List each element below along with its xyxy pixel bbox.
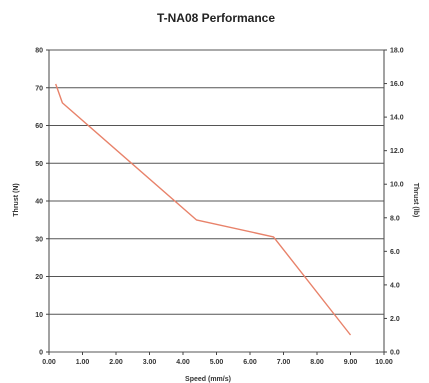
plot-area bbox=[55, 83, 352, 336]
x-tick-label: 6.00 bbox=[243, 359, 257, 366]
y2-tick-label: 16.0 bbox=[390, 81, 404, 88]
chart-title: T-NA08 Performance bbox=[157, 11, 275, 25]
x-tick-label: 4.00 bbox=[176, 359, 190, 366]
x-tick-label: 9.00 bbox=[344, 359, 358, 366]
grid-lines bbox=[46, 49, 387, 355]
x-tick-label: 8.00 bbox=[310, 359, 324, 366]
x-tick-label: 0.00 bbox=[42, 359, 56, 366]
x-tick-label: 5.00 bbox=[210, 359, 224, 366]
x-tick-label: 1.00 bbox=[76, 359, 90, 366]
y-tick-label: 0 bbox=[39, 350, 43, 357]
y-tick-label: 50 bbox=[35, 161, 43, 168]
y2-tick-label: 8.0 bbox=[390, 215, 400, 222]
y-tick-label: 30 bbox=[35, 236, 43, 243]
x-tick-label: 7.00 bbox=[277, 359, 291, 366]
y-tick-label: 60 bbox=[35, 123, 43, 130]
y-tick-label: 80 bbox=[35, 48, 43, 55]
y2-tick-label: 4.0 bbox=[390, 282, 400, 289]
y2-tick-label: 10.0 bbox=[390, 182, 404, 189]
y2-tick-label: 18.0 bbox=[390, 48, 404, 55]
y-tick-label: 10 bbox=[35, 312, 43, 319]
x-tick-label: 10.00 bbox=[375, 359, 393, 366]
y2-tick-label: 12.0 bbox=[390, 148, 404, 155]
y-tick-label: 70 bbox=[35, 85, 43, 92]
x-axis-label: Speed (mm/s) bbox=[185, 376, 231, 383]
x-tick-label: 2.00 bbox=[109, 359, 123, 366]
y-axis-label-left: Thrust (N) bbox=[13, 183, 20, 216]
y2-tick-label: 14.0 bbox=[390, 115, 404, 122]
y-tick-label: 20 bbox=[35, 274, 43, 281]
tick-labels: 0 10 20 30 40 50 60 70 80 0.0 2.0 4.0 6.0 8.0 10.0 12.0… bbox=[35, 48, 404, 367]
y2-tick-label: 2.0 bbox=[390, 316, 400, 323]
y2-tick-label: 0.0 bbox=[390, 350, 400, 357]
y-axis-label-right: Thrust (lb) bbox=[412, 183, 419, 218]
y2-tick-label: 6.0 bbox=[390, 249, 400, 256]
y-tick-label: 40 bbox=[35, 199, 43, 206]
x-tick-label: 3.00 bbox=[143, 359, 157, 366]
series-line bbox=[55, 83, 352, 336]
